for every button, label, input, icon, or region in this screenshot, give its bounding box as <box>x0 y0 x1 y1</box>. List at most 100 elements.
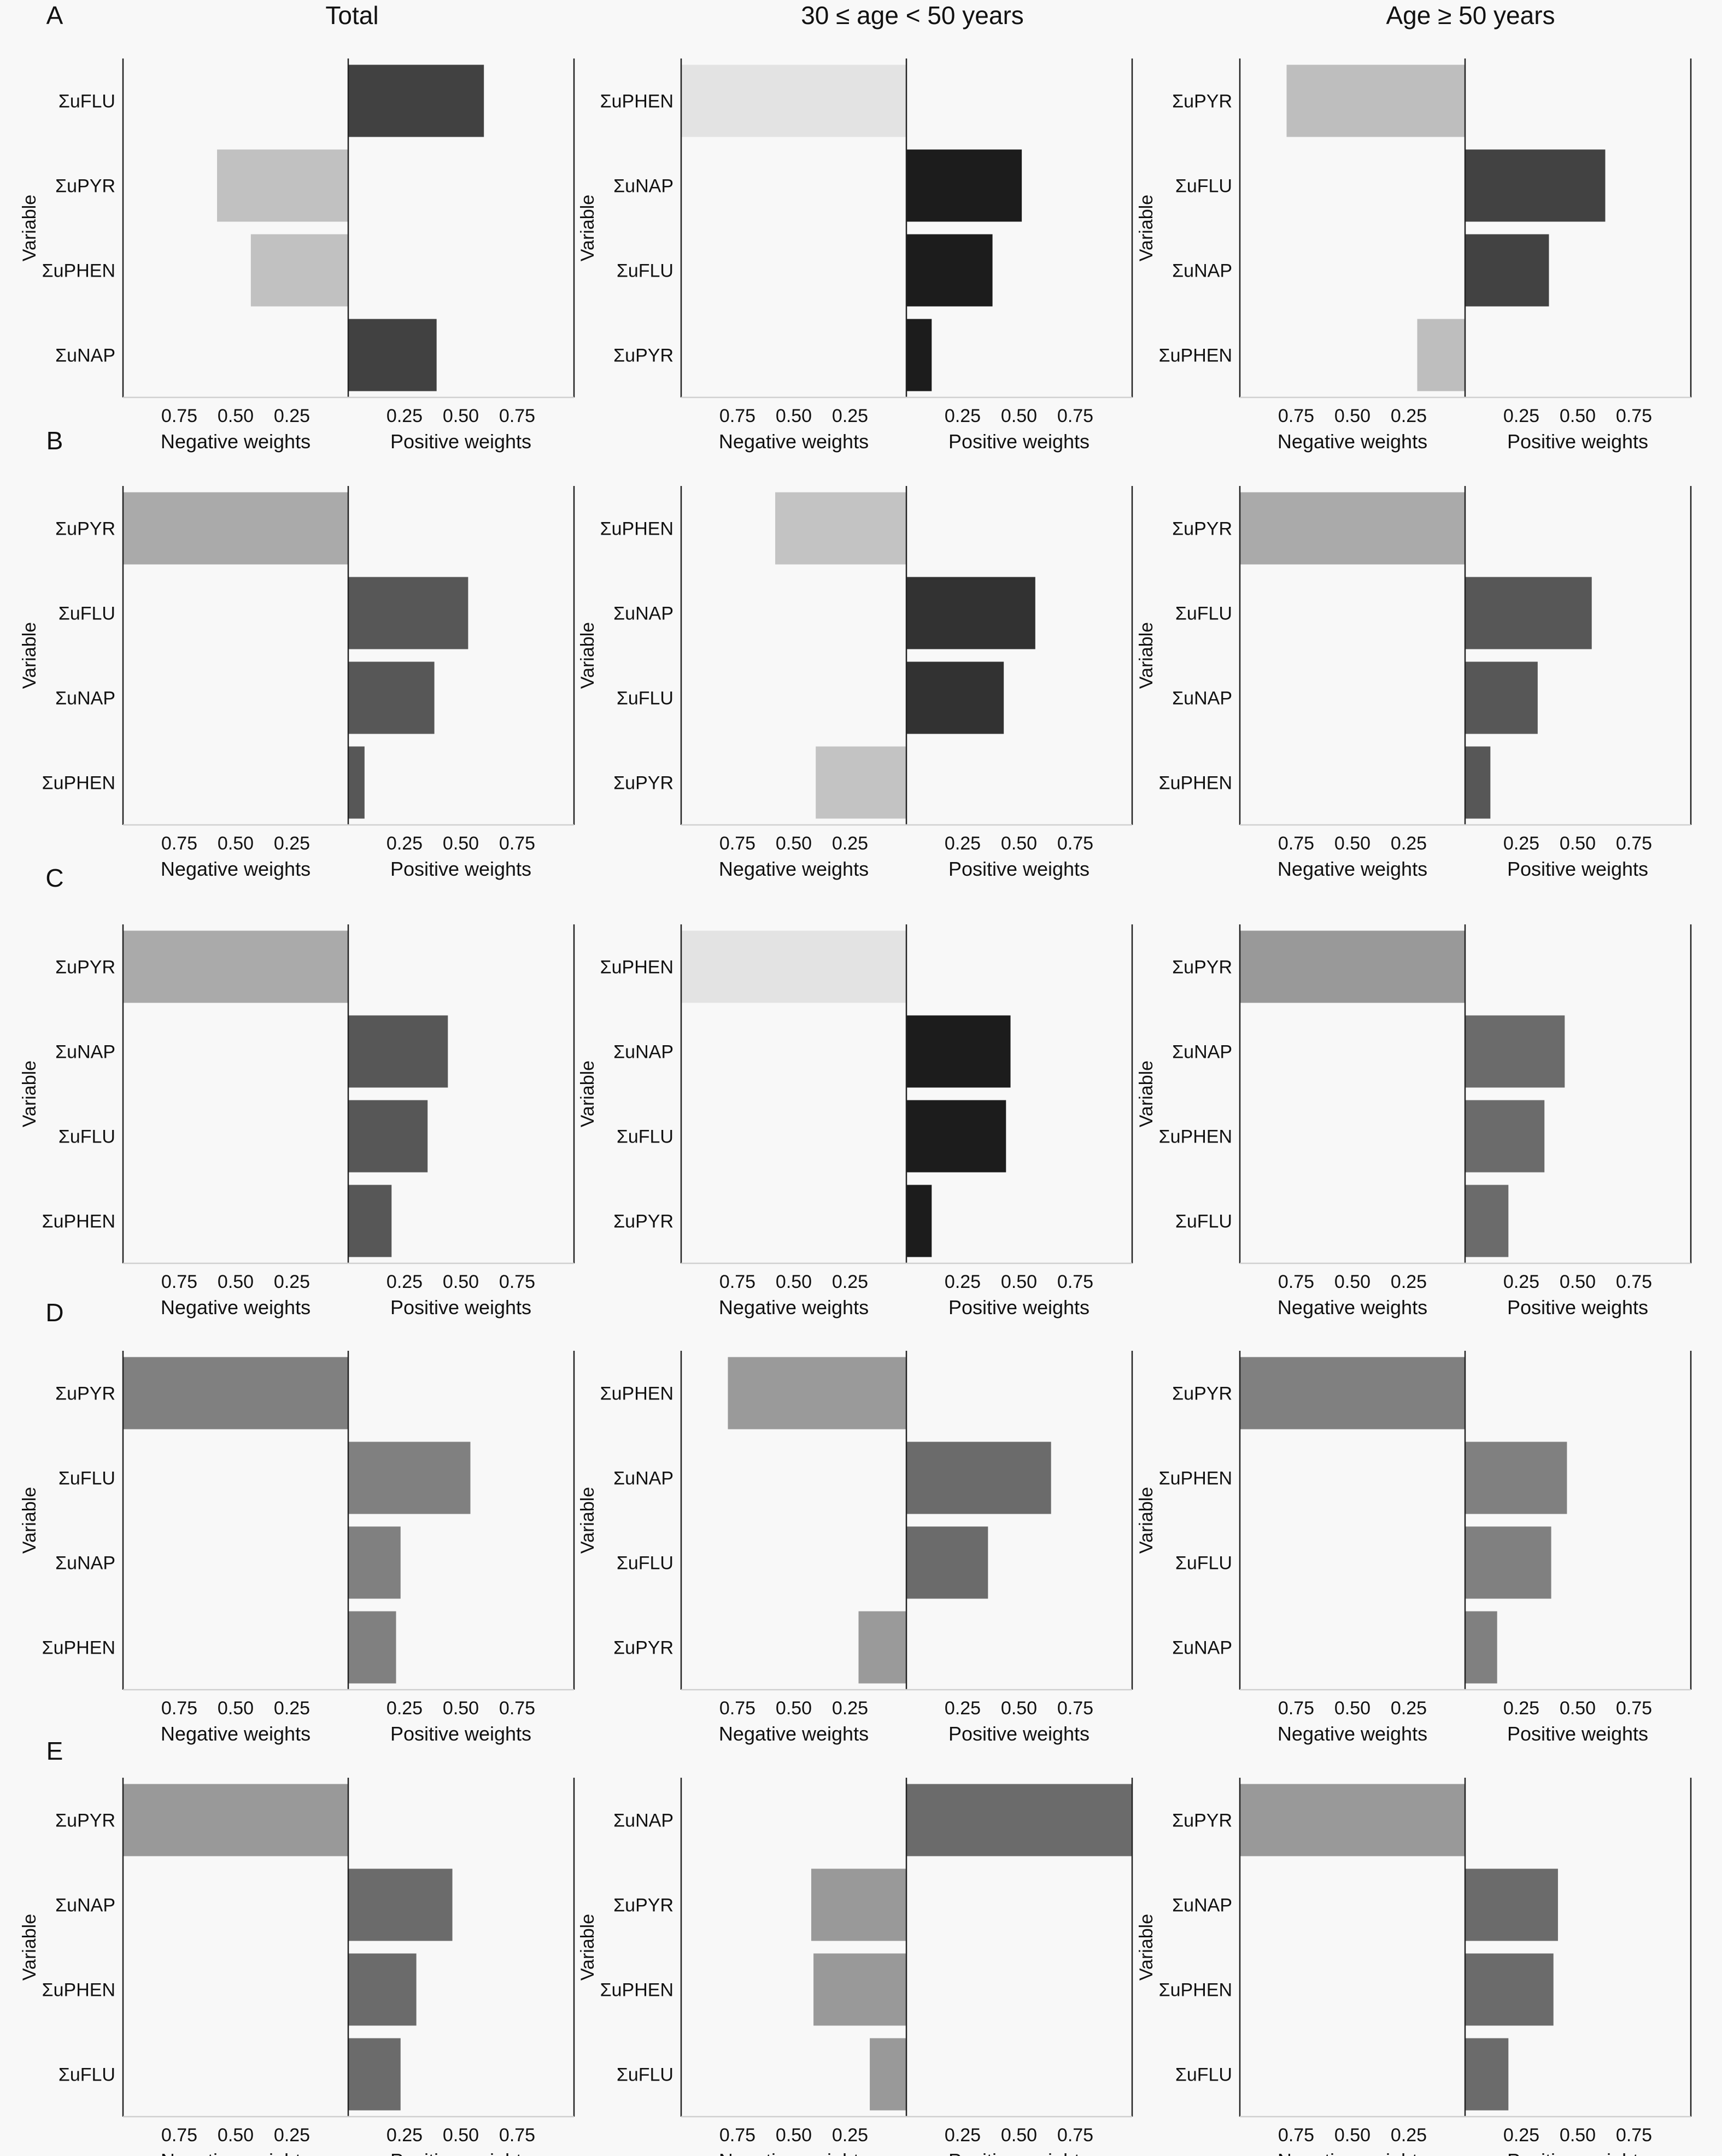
y-axis-title: Variable <box>19 1061 40 1127</box>
bar <box>816 746 907 819</box>
bar <box>122 930 349 1003</box>
y-axis-title: Variable <box>577 1061 598 1127</box>
variable-label: ΣuNAP <box>613 1468 673 1489</box>
y-axis-title: Variable <box>19 1487 40 1554</box>
bar <box>348 661 435 734</box>
tick-label-negative: 0.50 <box>1334 1698 1370 1719</box>
variable-label: ΣuNAP <box>613 1042 673 1063</box>
bar <box>348 1526 401 1599</box>
variable-label: ΣuPYR <box>55 519 115 540</box>
x-axis-title-positive: Positive weights <box>390 858 531 880</box>
variable-label: ΣuPYR <box>55 957 115 978</box>
tick-label-positive: 0.50 <box>1001 833 1037 854</box>
tick-label-positive: 0.75 <box>499 2125 535 2146</box>
bar <box>348 1442 471 1514</box>
x-axis-title-positive: Positive weights <box>1507 430 1648 453</box>
bar <box>1465 1442 1567 1514</box>
tick-label-positive: 0.25 <box>945 406 981 426</box>
panel-C-2: ΣuPYR ΣuNAP ΣuPHEN ΣuFLU 0.25 0.25 0.50 0.50 0.7… <box>1136 924 1692 1319</box>
variable-label: ΣuNAP <box>1172 261 1232 282</box>
bar <box>1465 149 1606 222</box>
panel-E-1: ΣuNAP ΣuPYR ΣuPHEN ΣuFLU 0.25 0.25 0.50 0.50 0.7… <box>577 1778 1133 2156</box>
tick-label-negative: 0.25 <box>274 2125 310 2146</box>
tick-label-positive: 0.50 <box>443 833 479 854</box>
x-axis-title-negative: Negative weights <box>719 430 869 453</box>
bar <box>1465 2038 1509 2111</box>
tick-label-negative: 0.75 <box>1278 1272 1314 1292</box>
tick-label-negative: 0.75 <box>161 1698 197 1719</box>
tick-label-positive: 0.50 <box>1001 2125 1037 2146</box>
variable-label: ΣuNAP <box>55 1553 115 1574</box>
bar <box>870 2038 907 2111</box>
tick-label-negative: 0.75 <box>719 1272 755 1292</box>
variable-label: ΣuPYR <box>55 1384 115 1404</box>
variable-label: ΣuFLU <box>617 2065 673 2085</box>
tick-label-negative: 0.50 <box>776 1698 812 1719</box>
tick-label-negative: 0.50 <box>218 1698 254 1719</box>
bar <box>217 149 349 222</box>
bar <box>811 1868 907 1941</box>
bar <box>348 1100 428 1173</box>
variable-label: ΣuPHEN <box>1159 1468 1232 1489</box>
x-axis-title-negative: Negative weights <box>1278 1296 1427 1319</box>
bar <box>348 1015 448 1088</box>
column-header-2: Age ≥ 50 years <box>1386 1 1555 30</box>
tick-label-negative: 0.75 <box>719 1698 755 1719</box>
row-letter: C <box>45 864 63 892</box>
variable-label: ΣuFLU <box>617 1553 673 1574</box>
tick-label-positive: 0.75 <box>1057 833 1093 854</box>
variable-label: ΣuPHEN <box>42 261 115 282</box>
tick-label-positive: 0.50 <box>1001 406 1037 426</box>
tick-label-negative: 0.75 <box>719 406 755 426</box>
bar <box>348 1611 396 1684</box>
bar <box>775 492 907 565</box>
tick-label-positive: 0.25 <box>945 1698 981 1719</box>
panel-B-0: B ΣuPYR ΣuFLU ΣuNAP ΣuPHEN 0.25 0.25 0.50 0.50 0.… <box>19 426 575 880</box>
tick-label-positive: 0.75 <box>499 1698 535 1719</box>
bar <box>348 577 468 649</box>
x-axis-title-positive: Positive weights <box>1507 1723 1648 1745</box>
tick-label-positive: 0.25 <box>945 1272 981 1292</box>
variable-label: ΣuNAP <box>1172 1895 1232 1916</box>
variable-label: ΣuFLU <box>58 2065 115 2085</box>
variable-label: ΣuFLU <box>58 1127 115 1147</box>
tick-label-negative: 0.50 <box>218 406 254 426</box>
bar <box>906 149 1022 222</box>
variable-label: ΣuPYR <box>613 1211 673 1232</box>
bar <box>122 1357 349 1429</box>
tick-label-positive: 0.75 <box>1057 406 1093 426</box>
bar <box>1465 1953 1554 2026</box>
variable-label: ΣuFLU <box>617 688 673 709</box>
bar <box>348 1185 392 1257</box>
bar <box>1239 930 1466 1003</box>
bar <box>1239 492 1466 565</box>
tick-label-negative: 0.50 <box>218 1272 254 1292</box>
variable-label: ΣuPHEN <box>42 1980 115 2001</box>
bar <box>906 1100 1006 1173</box>
tick-label-negative: 0.25 <box>1391 833 1427 854</box>
tick-label-negative: 0.75 <box>1278 2125 1314 2146</box>
x-axis-title-positive: Positive weights <box>1507 2149 1648 2156</box>
variable-label: ΣuNAP <box>55 688 115 709</box>
y-axis-title: Variable <box>577 195 598 261</box>
row-letter: A <box>46 1 63 30</box>
x-axis-title-positive: Positive weights <box>1507 1296 1648 1319</box>
tick-label-negative: 0.25 <box>274 1272 310 1292</box>
panel-C-0: C ΣuPYR ΣuNAP ΣuFLU ΣuPHEN 0.25 0.25 0.50 0.50 0.… <box>19 864 575 1319</box>
y-axis-title: Variable <box>1136 195 1157 261</box>
variable-label: ΣuFLU <box>1175 1553 1232 1574</box>
variable-label: ΣuNAP <box>55 345 115 366</box>
variable-label: ΣuNAP <box>613 176 673 197</box>
tick-label-positive: 0.25 <box>1503 406 1539 426</box>
tick-label-negative: 0.75 <box>1278 833 1314 854</box>
bar <box>250 234 349 307</box>
variable-label: ΣuFLU <box>58 604 115 624</box>
variable-label: ΣuNAP <box>1172 1638 1232 1659</box>
variable-label: ΣuPYR <box>613 345 673 366</box>
variable-label: ΣuNAP <box>613 1811 673 1831</box>
x-axis-title-positive: Positive weights <box>948 858 1090 880</box>
tick-label-positive: 0.50 <box>1001 1698 1037 1719</box>
variable-label: ΣuPHEN <box>42 1638 115 1659</box>
tick-label-positive: 0.50 <box>1560 1272 1596 1292</box>
